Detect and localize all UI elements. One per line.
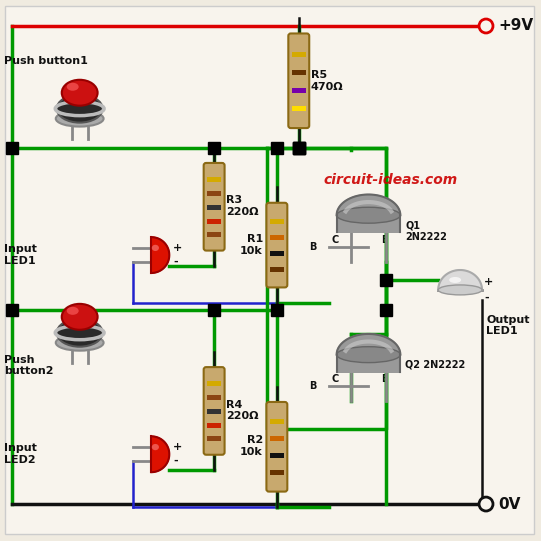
Ellipse shape [56,335,103,351]
Text: E: E [381,235,388,245]
FancyBboxPatch shape [266,402,287,492]
Polygon shape [337,334,400,355]
Ellipse shape [62,304,97,330]
Text: C: C [332,235,339,245]
Polygon shape [438,270,482,290]
Bar [207,191,221,196]
Ellipse shape [57,319,103,347]
Ellipse shape [152,444,159,450]
Circle shape [479,19,493,33]
Text: Input
LED1: Input LED1 [4,245,37,266]
Circle shape [479,497,493,511]
Polygon shape [337,195,400,215]
Text: Input
LED2: Input LED2 [4,444,37,465]
Text: circuit-ideas.com: circuit-ideas.com [324,173,458,187]
Text: +: + [173,443,182,452]
Bar [270,419,284,424]
Text: +9V: +9V [498,18,533,34]
Bar [292,88,306,93]
FancyBboxPatch shape [203,367,225,455]
Bar [292,52,306,57]
Bar [292,105,306,111]
Bar [270,470,284,475]
Text: Push button1: Push button1 [4,56,88,66]
Ellipse shape [337,207,400,223]
Ellipse shape [449,277,461,283]
Text: R4
220Ω: R4 220Ω [226,400,259,421]
Text: -: - [173,456,178,466]
Text: B: B [309,381,316,392]
Text: Output
LED1: Output LED1 [486,315,530,337]
Bar [207,232,221,237]
Text: +: + [484,277,493,287]
Bar [207,409,221,414]
Bar [207,177,221,182]
Bar [270,453,284,458]
Bar [292,70,306,75]
Text: R5
470Ω: R5 470Ω [311,70,344,91]
FancyBboxPatch shape [288,34,309,128]
Bar [207,437,221,441]
Bar [337,215,400,233]
Polygon shape [151,437,169,472]
Bar [270,251,284,256]
Bar [207,423,221,428]
Ellipse shape [337,347,400,362]
Text: R3
220Ω: R3 220Ω [226,195,259,217]
Bar [207,381,221,386]
Ellipse shape [438,285,482,295]
Text: +: + [173,243,182,253]
Polygon shape [151,237,169,273]
Text: Push
button2: Push button2 [4,355,54,376]
Ellipse shape [56,111,103,127]
Bar [270,437,284,441]
Text: R1
10k: R1 10k [240,234,263,256]
FancyBboxPatch shape [266,203,287,287]
FancyBboxPatch shape [203,163,225,250]
Text: R2
10k: R2 10k [240,436,263,457]
Ellipse shape [67,307,78,315]
Text: B: B [309,242,316,252]
Text: -: - [484,293,489,303]
Bar [207,205,221,210]
Text: E: E [381,374,388,385]
Text: -: - [173,257,178,267]
Bar [207,395,221,400]
Bar [270,235,284,240]
Bar [207,219,221,223]
Ellipse shape [152,245,159,251]
Text: Q1
2N2222: Q1 2N2222 [405,220,447,242]
Text: 0V: 0V [498,497,520,512]
Ellipse shape [57,95,103,123]
Bar [337,355,400,373]
Text: C: C [332,374,339,385]
Ellipse shape [67,83,78,91]
Bar [270,267,284,272]
Ellipse shape [62,80,97,105]
Bar [270,219,284,224]
Text: Q2 2N2222: Q2 2N2222 [405,360,466,370]
